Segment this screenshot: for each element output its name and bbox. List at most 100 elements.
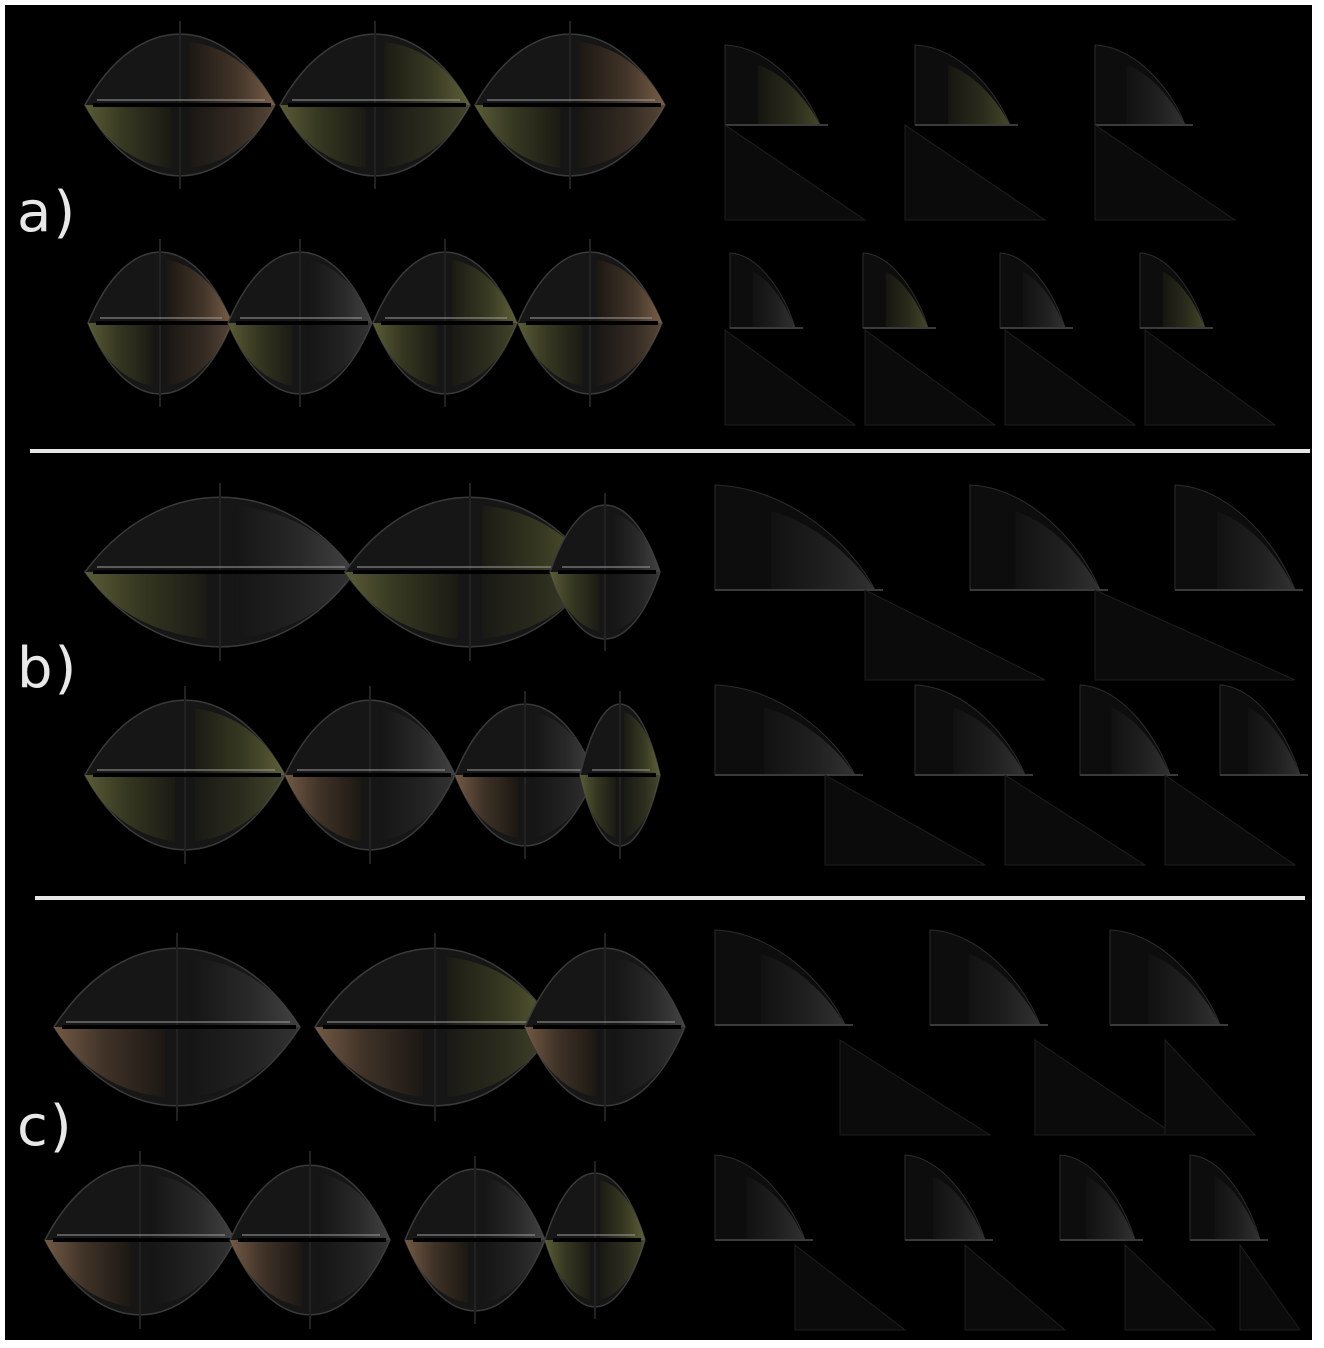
side-c-bottom-4 — [1189, 1154, 1268, 1241]
side-c-top-tail-3 — [1164, 1038, 1257, 1136]
lens-wedge-bottom-right — [624, 775, 660, 838]
ghost-shade — [948, 65, 1010, 125]
side-a-top-1 — [724, 44, 828, 126]
lens-a-top-1 — [84, 21, 276, 189]
lens-wedge-top — [610, 512, 660, 572]
lens-b-bottom-1 — [84, 686, 286, 864]
side-c-bottom-tail-3 — [1124, 1243, 1217, 1331]
side-a-bottom-1 — [729, 252, 803, 329]
ghost-shade — [968, 953, 1040, 1025]
lens-wedge-bottom-right — [307, 323, 372, 386]
lens-wedge-top — [597, 260, 662, 323]
side-b-bottom-1 — [714, 684, 863, 776]
panel-a — [84, 21, 1277, 426]
ghost-shade — [953, 707, 1025, 775]
lens-wedge-top — [307, 260, 372, 323]
ghost-shade — [771, 511, 875, 590]
lens-wedge-bottom — [518, 323, 583, 386]
ghost-shade — [764, 707, 855, 775]
side-b-top-tail-2 — [1094, 589, 1296, 681]
lens-wedge-bottom-right — [189, 1027, 300, 1097]
lens-c-top-3 — [524, 933, 686, 1121]
lens-wedge-bottom — [85, 572, 207, 639]
lens-wedge-bottom — [525, 1027, 597, 1097]
figure: a) b) c) — [5, 5, 1312, 1340]
side-a-bottom-4 — [1139, 252, 1213, 329]
ghost-shade — [1015, 511, 1100, 590]
panel-label-a: a) — [17, 180, 78, 245]
ghost-shade — [933, 1176, 985, 1240]
lens-wedge-top — [149, 1173, 235, 1240]
lens-wedge-bottom-right — [579, 105, 665, 168]
lens-wedge-bottom — [580, 775, 616, 838]
ghost-shade — [885, 271, 928, 328]
lens-wedge-top — [384, 42, 470, 105]
lens-wedge-bottom — [54, 1027, 165, 1097]
side-c-top-tail-1 — [839, 1039, 992, 1136]
side-a-bottom-tail-3 — [1004, 329, 1137, 426]
panel-label-c: c) — [17, 1094, 74, 1159]
lens-b-top-1 — [84, 483, 356, 661]
ghost-shade — [758, 65, 820, 125]
lens-wedge-bottom-right — [610, 572, 660, 632]
lens-wedge-top — [532, 712, 595, 775]
lens-wedge-top — [233, 505, 355, 572]
lens-wedge-bottom — [405, 1240, 468, 1303]
lens-wedge-top — [195, 708, 285, 775]
side-c-top-3 — [1109, 929, 1228, 1026]
side-a-top-3 — [1094, 44, 1193, 126]
lens-wedge-top — [624, 712, 660, 775]
lens-wedge-top — [318, 1173, 390, 1240]
lens-b-bottom-4 — [579, 691, 661, 859]
side-c-top-1 — [714, 929, 853, 1026]
side-a-bottom-3 — [999, 252, 1073, 329]
side-c-bottom-tail-1 — [794, 1243, 907, 1331]
ghost-shade — [1022, 271, 1065, 328]
ghost-shade — [760, 953, 845, 1025]
side-b-bottom-tail-3 — [1164, 774, 1297, 866]
lens-wedge-bottom-right — [189, 105, 275, 168]
lens-wedge-bottom — [228, 323, 293, 386]
side-b-top-2 — [969, 484, 1108, 591]
panel-label-b: b) — [17, 636, 79, 701]
lens-wedge-bottom-right — [318, 1240, 390, 1307]
lens-wedge-bottom-right — [600, 1240, 645, 1300]
ghost-shade — [1086, 1176, 1135, 1240]
lens-wedge-bottom — [475, 105, 561, 168]
side-a-top-tail-2 — [904, 124, 1047, 221]
lens-wedge-top — [189, 42, 275, 105]
lens-wedge-bottom — [280, 105, 366, 168]
lens-wedge-top — [189, 957, 300, 1027]
lens-wedge-bottom — [230, 1240, 302, 1307]
lens-wedge-bottom-right — [233, 572, 355, 639]
lens-b-top-3 — [549, 493, 661, 651]
side-b-bottom-tail-1 — [824, 774, 987, 866]
side-a-bottom-tail-1 — [724, 329, 857, 426]
side-b-bottom-2 — [914, 684, 1033, 776]
lens-wedge-bottom-right — [195, 775, 285, 842]
lens-wedge-bottom-right — [532, 775, 595, 838]
lens-wedge-bottom — [85, 105, 171, 168]
lens-b-bottom-2 — [284, 686, 456, 864]
lens-wedge-top — [600, 1180, 645, 1240]
figure-canvas — [30, 21, 1310, 1331]
lens-b-top-2 — [344, 483, 596, 661]
side-c-bottom-tail-4 — [1239, 1243, 1301, 1331]
side-a-top-2 — [914, 44, 1018, 126]
lens-wedge-bottom — [545, 1240, 590, 1300]
lens-wedge-bottom — [455, 775, 518, 838]
lens-c-bottom-1 — [44, 1151, 236, 1329]
ghost-shade — [1217, 511, 1295, 590]
lens-a-top-2 — [279, 21, 471, 189]
lens-wedge-bottom — [373, 323, 438, 386]
ghost-shade — [1126, 65, 1185, 125]
ghost-shade — [746, 1176, 805, 1240]
side-c-top-tail-2 — [1034, 1039, 1177, 1136]
lens-wedge-bottom-right — [378, 775, 455, 842]
side-c-bottom-tail-2 — [964, 1243, 1067, 1331]
ghost-shade — [1148, 953, 1220, 1025]
side-b-top-3 — [1174, 484, 1303, 591]
lens-a-bottom-3 — [372, 239, 518, 407]
lens-wedge-bottom-right — [384, 105, 470, 168]
side-b-top-1 — [714, 484, 883, 591]
